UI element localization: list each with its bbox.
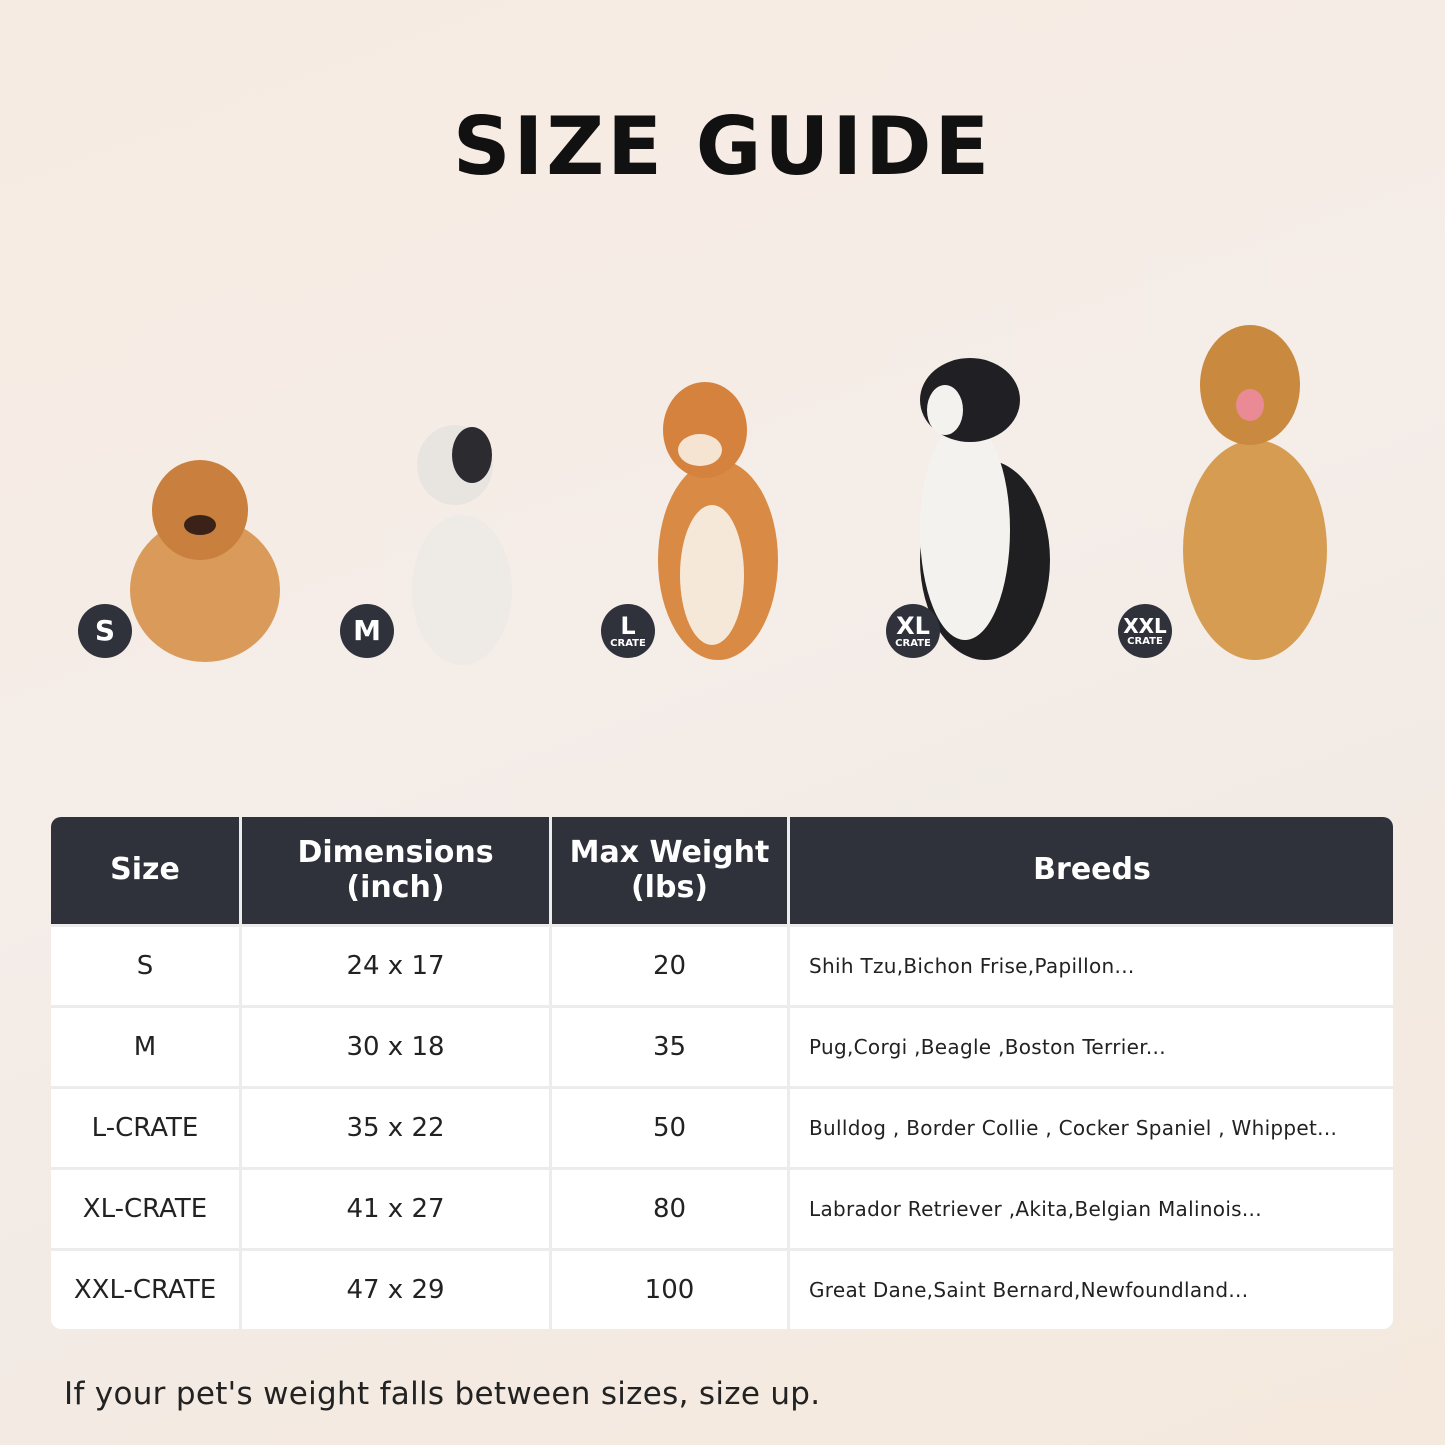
cell-breeds: Shih Tzu,Bichon Frise,Papillon...	[790, 927, 1393, 1005]
cell-dimensions: 35 x 22	[242, 1089, 549, 1167]
border-collie-image	[920, 358, 1050, 660]
badge-label: L	[620, 611, 636, 640]
table-row: M 30 x 18 35 Pug,Corgi ,Beagle ,Boston Terr…	[51, 1008, 1393, 1086]
cell-size: M	[51, 1008, 239, 1086]
cell-breeds: Labrador Retriever ,Akita,Belgian Malino…	[790, 1170, 1393, 1248]
cell-max-weight: 100	[552, 1251, 787, 1329]
header-size: Size	[51, 817, 239, 924]
badge-sublabel: CRATE	[1127, 635, 1163, 647]
table-header-row: Size Dimensions (inch) Max Weight (lbs) …	[51, 817, 1393, 924]
size-badge-xl: XL CRATE	[886, 604, 940, 658]
shiba-inu-image	[658, 382, 778, 660]
footer-note: If your pet's weight falls between sizes…	[64, 1376, 821, 1412]
size-badge-m: M	[340, 604, 394, 658]
cell-dimensions: 30 x 18	[242, 1008, 549, 1086]
cell-max-weight: 80	[552, 1170, 787, 1248]
badge-sublabel: CRATE	[610, 637, 646, 649]
header-dimensions: Dimensions (inch)	[242, 817, 549, 924]
size-badge-xxl: XXL CRATE	[1118, 604, 1172, 658]
french-bulldog-image	[412, 425, 512, 665]
cell-size: XL-CRATE	[51, 1170, 239, 1248]
cell-dimensions: 41 x 27	[242, 1170, 549, 1248]
cell-breeds: Pug,Corgi ,Beagle ,Boston Terrier...	[790, 1008, 1393, 1086]
size-table: Size Dimensions (inch) Max Weight (lbs) …	[51, 817, 1393, 1329]
table-row: XXL-CRATE 47 x 29 100 Great Dane,Saint Bern…	[51, 1251, 1393, 1329]
cell-size: XXL-CRATE	[51, 1251, 239, 1329]
cell-size: S	[51, 927, 239, 1005]
golden-retriever-image	[1183, 325, 1327, 660]
cell-dimensions: 47 x 29	[242, 1251, 549, 1329]
table-row: S 24 x 17 20 Shih Tzu,Bichon Frise,Papillon…	[51, 927, 1393, 1005]
cell-breeds: Bulldog , Border Collie , Cocker Spaniel…	[790, 1089, 1393, 1167]
cell-breeds: Great Dane,Saint Bernard,Newfoundland...	[790, 1251, 1393, 1329]
cell-max-weight: 20	[552, 927, 787, 1005]
badge-label: XL	[896, 611, 930, 640]
page-title: SIZE GUIDE	[452, 100, 993, 193]
size-badge-s: S	[78, 604, 132, 658]
pomeranian-image	[130, 460, 280, 662]
cell-max-weight: 50	[552, 1089, 787, 1167]
header-breeds: Breeds	[790, 817, 1393, 924]
table-row: L-CRATE 35 x 22 50 Bulldog , Border Collie …	[51, 1089, 1393, 1167]
table-row: XL-CRATE 41 x 27 80 Labrador Retriever ,Aki…	[51, 1170, 1393, 1248]
dogs-illustration	[130, 325, 1327, 665]
badge-label: XXL	[1123, 613, 1167, 638]
cell-max-weight: 35	[552, 1008, 787, 1086]
badge-label: S	[94, 614, 116, 647]
cell-size: L-CRATE	[51, 1089, 239, 1167]
cell-dimensions: 24 x 17	[242, 927, 549, 1005]
badge-sublabel: CRATE	[895, 637, 931, 649]
size-badge-l: L CRATE	[601, 604, 655, 658]
badge-label: M	[353, 614, 381, 647]
header-max-weight: Max Weight (lbs)	[552, 817, 787, 924]
